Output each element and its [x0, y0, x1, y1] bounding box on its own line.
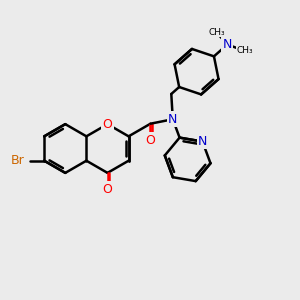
Text: N: N — [168, 113, 178, 126]
Text: O: O — [103, 118, 112, 130]
Text: O: O — [146, 134, 155, 146]
Text: CH₃: CH₃ — [236, 46, 253, 56]
Text: N: N — [198, 135, 207, 148]
Text: O: O — [103, 183, 112, 196]
Text: Br: Br — [11, 154, 25, 167]
Text: CH₃: CH₃ — [208, 28, 225, 37]
Text: N: N — [223, 38, 232, 51]
